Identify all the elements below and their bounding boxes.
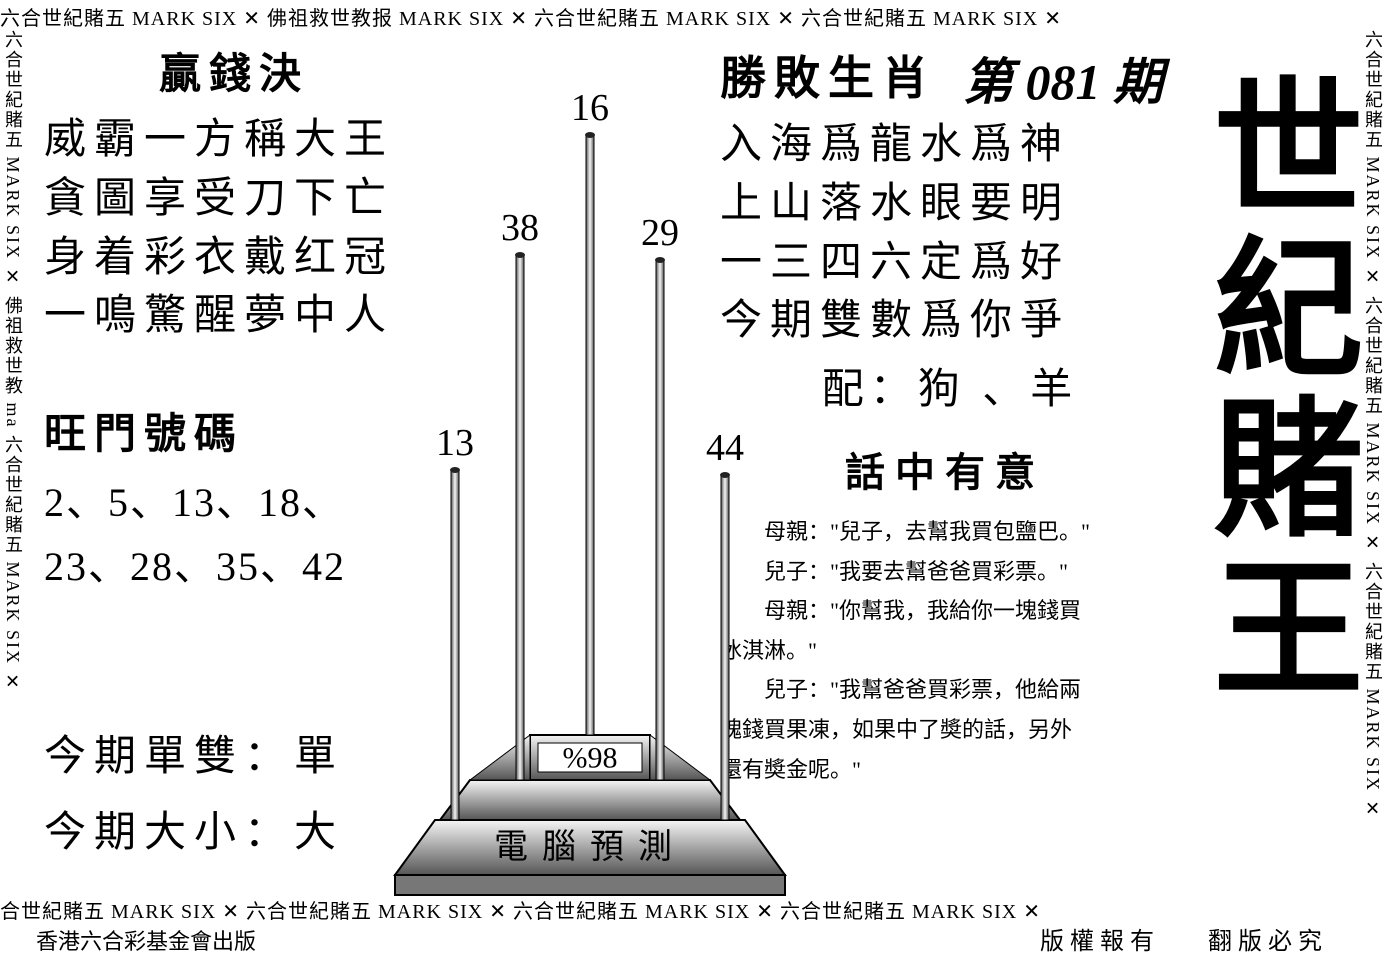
oddeven-block: 今期單雙：單 今期大小：大 <box>44 720 344 871</box>
left-poem-line: 貪圖享受刀下亡 <box>44 170 424 229</box>
border-top: 六合世紀賭五 MARK SIX ✕ 佛祖救世教报 MARK SIX ✕ 六合世紀… <box>0 2 1388 31</box>
bigsmall-line: 今期大小：大 <box>44 796 344 872</box>
copyright-1: 版權報有 <box>1040 929 1160 955</box>
main-title: 世紀賭王 <box>1191 70 1356 710</box>
oddeven-line: 今期單雙：單 <box>44 720 344 796</box>
hot-numbers-title: 旺門號碼 <box>44 400 424 461</box>
left-poem-block: 贏錢決 威霸一方稱大王 貪圖享受刀下亡 身着彩衣戴红冠 一鳴驚醒夢中人 <box>44 40 424 346</box>
left-poem-line: 身着彩衣戴红冠 <box>44 229 424 288</box>
hot-numbers-line: 2、5、13、18、 <box>44 471 424 535</box>
svg-text:29: 29 <box>641 212 679 254</box>
copyright-label: 版權報有 翻版必究 <box>1040 921 1328 956</box>
left-poem-line: 威霸一方稱大王 <box>44 111 424 170</box>
svg-text:38: 38 <box>501 207 539 249</box>
left-poem-title: 贏錢決 <box>44 40 424 101</box>
svg-text:13: 13 <box>436 422 474 464</box>
hot-numbers-line: 23、28、35、42 <box>44 535 424 599</box>
left-poem-line: 一鳴驚醒夢中人 <box>44 287 424 346</box>
svg-text:16: 16 <box>571 87 609 129</box>
publisher-label: 香港六合彩基金會出版 <box>36 924 256 956</box>
border-right: 六合世紀賭五 MARK SIX ✕ 六合世紀賭五 MARK SIX ✕ 六合世紀… <box>1362 30 1386 910</box>
hot-numbers-block: 旺門號碼 2、5、13、18、 23、28、35、42 <box>44 400 424 599</box>
svg-text:電腦預測: 電腦預測 <box>494 828 686 866</box>
copyright-2: 翻版必究 <box>1208 929 1328 955</box>
border-left: 六合世紀賭五 MARK SIX ✕ 佛祖救世教 ma 六合世紀賭五 MARK S… <box>2 30 26 910</box>
prediction-chart: 電腦預測 %98 13 38 16 29 44 <box>380 60 800 900</box>
svg-text:%98: %98 <box>563 742 618 775</box>
svg-text:44: 44 <box>706 427 744 469</box>
